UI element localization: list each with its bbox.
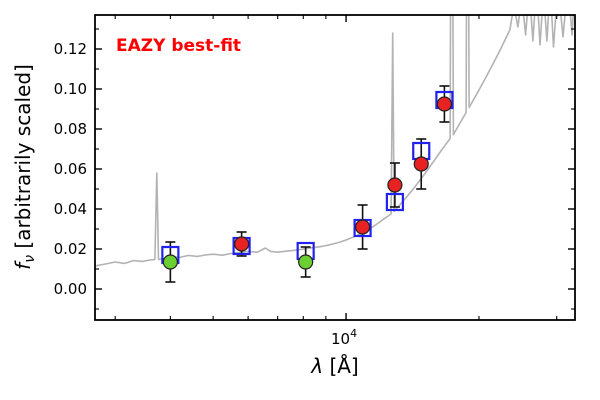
y-axis-label: fν [arbitrarily scaled] — [11, 64, 38, 270]
x-axis-label: λ [Å] — [310, 354, 359, 378]
y-axis-label-rest: [arbitrarily scaled] — [11, 64, 35, 255]
y-axis-label-symbol: f — [11, 260, 35, 270]
y-tick-label: 0.00 — [54, 280, 87, 298]
observed-flux-marker — [436, 96, 452, 112]
observed-flux-marker — [354, 219, 371, 235]
y-tick-label: 0.04 — [54, 200, 87, 218]
y-tick-label: 0.06 — [54, 160, 87, 178]
tick-layer: 0.00 0.02 0.04 0.06 0.08 0.10 0.12 104 — [54, 15, 575, 348]
y-tick-label: 0.02 — [54, 240, 87, 258]
observed-flux-marker — [387, 177, 403, 193]
template-flux-marker — [385, 192, 404, 212]
x-axis-label-units: [Å] — [323, 354, 359, 378]
observed-flux-marker — [413, 156, 429, 172]
x-tick-label: 104 — [331, 327, 357, 348]
plot-data-layer — [95, 15, 574, 283]
x-axis-label-symbol: λ — [310, 354, 323, 378]
y-tick-label: 0.08 — [54, 120, 87, 138]
annotation-eazy-best-fit: EAZY best-fit — [116, 36, 241, 56]
axes-frame — [94, 14, 576, 321]
y-tick-label: 0.10 — [54, 80, 87, 98]
observed-flux-marker — [234, 236, 250, 252]
y-tick-label: 0.12 — [54, 40, 87, 58]
observed-flux-marker — [162, 254, 178, 270]
observed-flux-marker — [298, 254, 314, 270]
y-axis-label-subscript: ν — [22, 255, 38, 263]
template-spectrum-line — [95, 15, 574, 267]
